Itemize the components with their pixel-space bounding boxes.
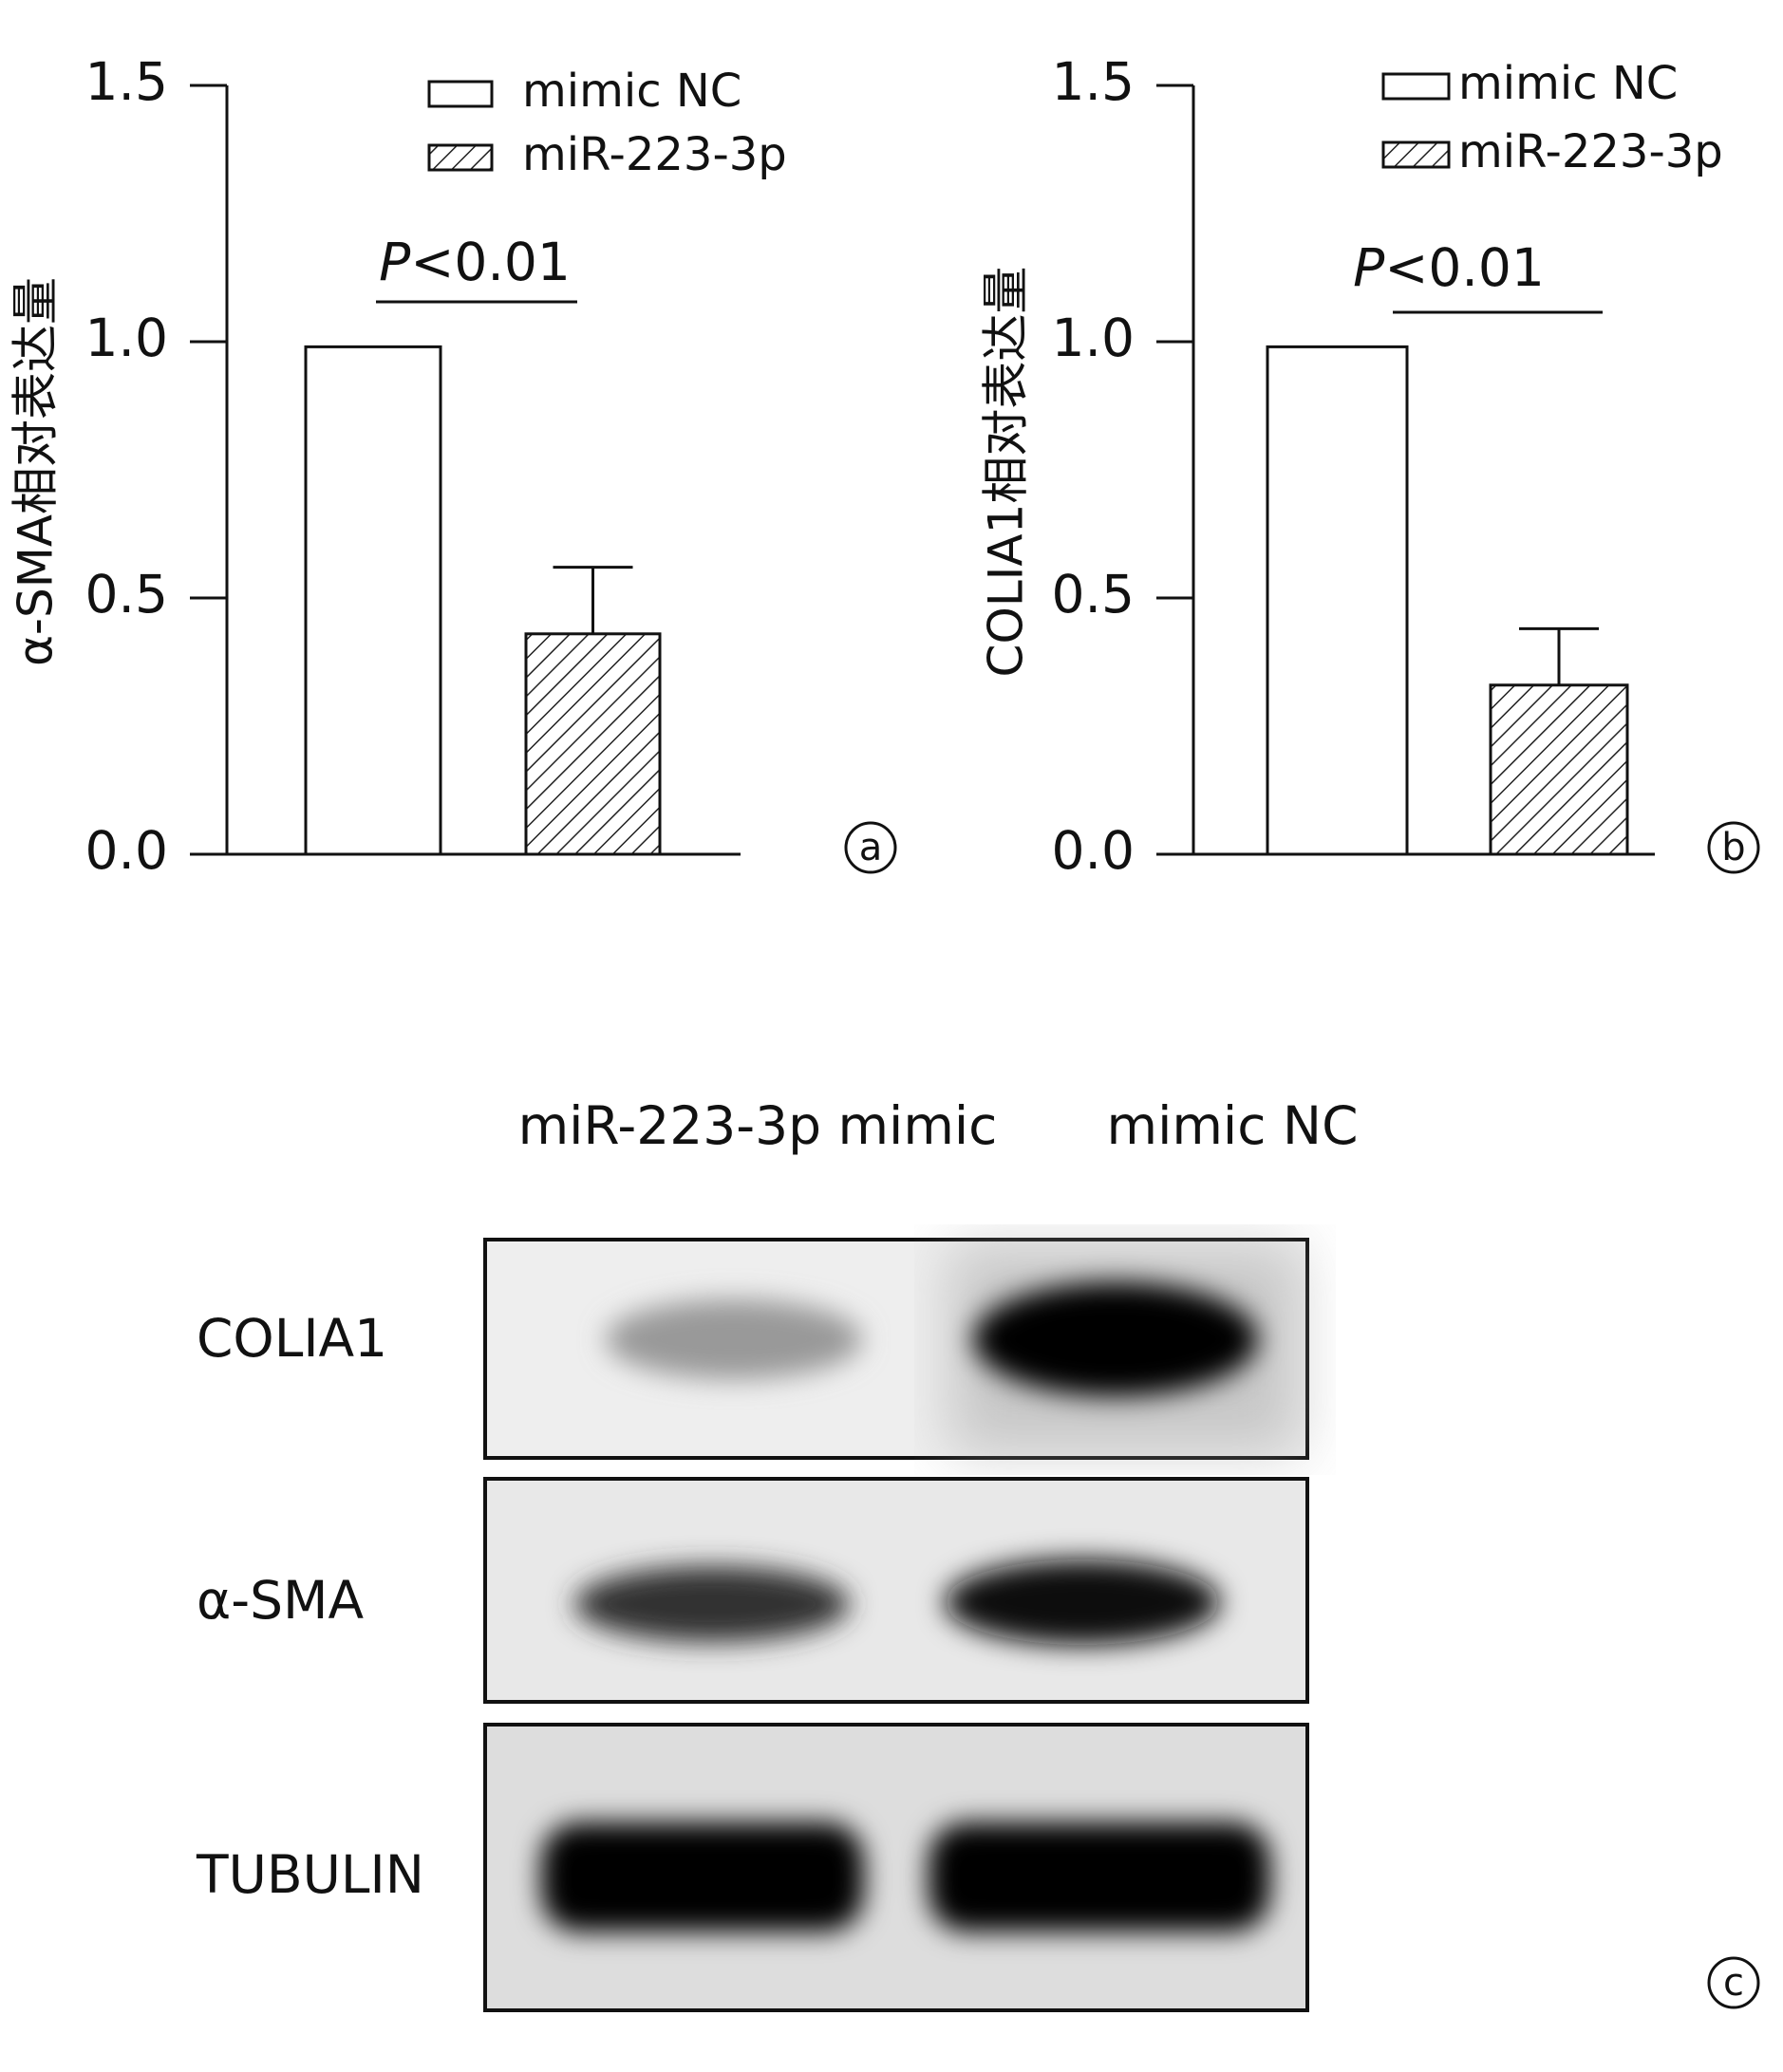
blot-band — [541, 1822, 864, 1932]
y-tick-label: 0.5 — [1052, 564, 1135, 625]
annotation: P<0.01 — [1353, 237, 1545, 298]
y-tick-label: 0.0 — [85, 820, 168, 881]
blot-band — [945, 1559, 1220, 1645]
annotation-italic: P — [379, 232, 411, 292]
panel-circle — [1707, 1956, 1760, 2009]
lane-label: mimic NC — [1107, 1095, 1359, 1156]
annotation-text: <0.01 — [1384, 237, 1545, 298]
blot-panel: miR-223-3p mimic mimic NC COLIA1 α-SMA T… — [196, 1095, 1760, 2012]
legend-swatch — [1381, 72, 1451, 101]
blot-band — [574, 1566, 850, 1642]
annotation-italic: P — [1353, 237, 1385, 298]
y-tick-label: 1.0 — [85, 308, 168, 368]
y-tick-label: 1.0 — [1052, 308, 1135, 368]
legend-label: mimic NC — [522, 65, 741, 118]
row-label: COLIA1 — [197, 1308, 387, 1369]
annotation-text: <0.01 — [410, 232, 571, 292]
panel-circle — [1707, 821, 1760, 874]
chart: 0.0 0.5 1.0 1.5 mimic NC miR-223-3p P<0.01 α-SM… — [9, 51, 897, 881]
legend-label: mimic NC — [1458, 57, 1678, 110]
chart: 0.0 0.5 1.0 1.5 mimic NC miR-223-3p P<0.01 COLI… — [979, 51, 1760, 881]
y-tick-label: 0.0 — [1052, 820, 1135, 881]
legend-swatch — [1381, 140, 1451, 169]
lane-label: miR-223-3p mimic — [518, 1095, 998, 1156]
blot-band — [929, 1822, 1270, 1932]
bar — [1489, 683, 1629, 856]
legend-swatch — [427, 80, 494, 108]
panel-label: a — [859, 826, 883, 869]
bar — [304, 345, 442, 856]
legend-label: miR-223-3p — [522, 128, 787, 181]
row-label: α-SMA — [197, 1570, 364, 1631]
panel-label: b — [1721, 826, 1745, 869]
legend-swatch — [427, 143, 494, 172]
annotation: P<0.01 — [379, 232, 571, 292]
y-tick-label: 1.5 — [1052, 51, 1135, 112]
legend-label: miR-223-3p — [1458, 125, 1723, 178]
blot-band — [606, 1299, 862, 1379]
bar — [524, 632, 662, 856]
blot-band — [973, 1282, 1258, 1396]
row-label: TUBULIN — [196, 1844, 424, 1905]
panel-label: c — [1723, 1961, 1744, 2005]
y-axis-label: α-SMA相对表达量 — [9, 277, 64, 666]
y-tick-label: 0.5 — [85, 564, 168, 625]
panel-circle — [844, 821, 897, 874]
y-axis-label: COLIA1相对表达量 — [979, 267, 1034, 678]
y-tick-label: 1.5 — [85, 51, 168, 112]
bar — [1266, 345, 1409, 856]
